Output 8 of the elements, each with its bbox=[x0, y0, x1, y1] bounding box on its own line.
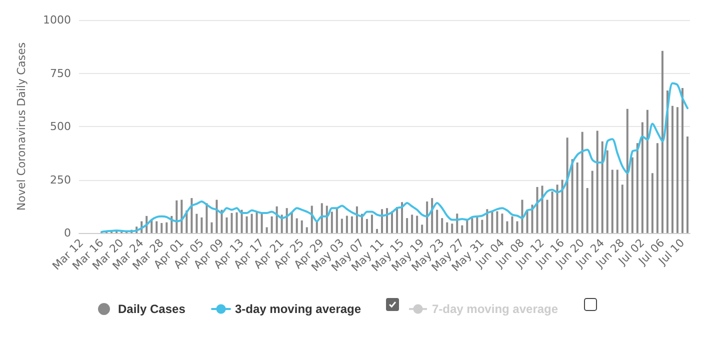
y-axis-title: Novel Coronavirus Daily Cases bbox=[15, 42, 28, 211]
y-tick-label: 1000 bbox=[43, 14, 71, 26]
y-tick-label: 250 bbox=[50, 173, 71, 186]
legend-label: 3-day moving average bbox=[235, 302, 362, 316]
y-tick-label: 750 bbox=[50, 66, 71, 80]
y-tick-label: 0 bbox=[64, 226, 71, 240]
legend-label: Daily Cases bbox=[118, 302, 186, 316]
y-tick-label: 500 bbox=[50, 120, 71, 133]
